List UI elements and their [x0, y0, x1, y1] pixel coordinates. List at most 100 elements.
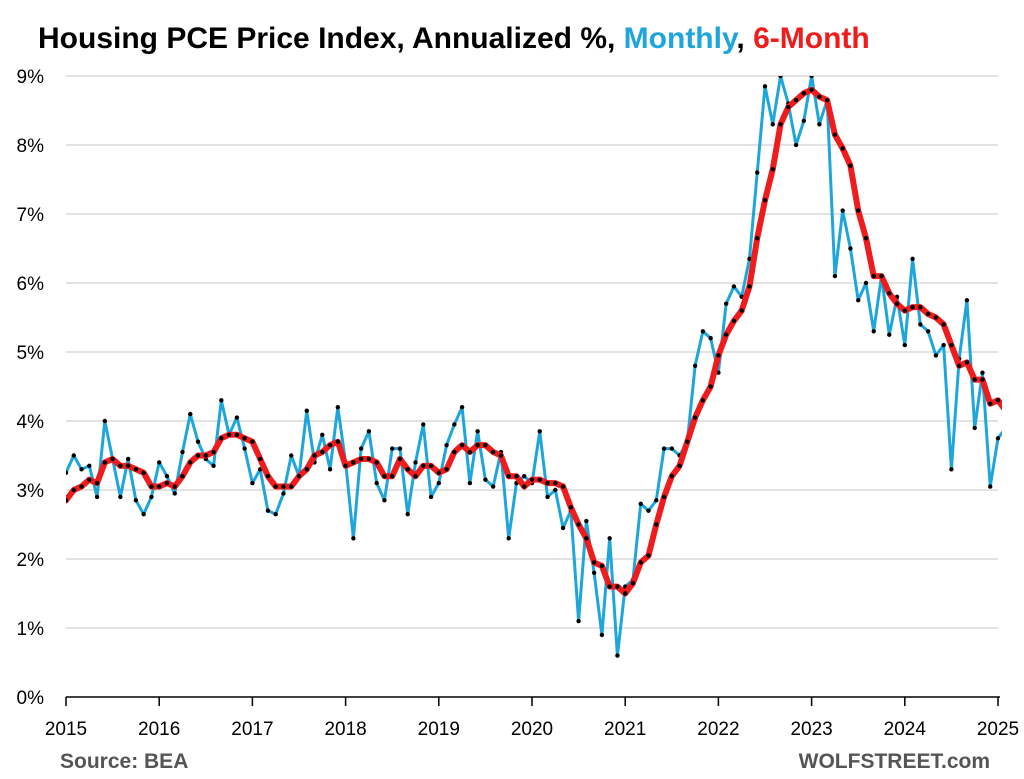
data-point-six-month — [545, 480, 550, 486]
data-point-six-month — [584, 536, 589, 541]
data-point-six-month — [436, 470, 441, 475]
data-point-six-month — [421, 463, 426, 469]
data-point-monthly — [871, 329, 876, 334]
data-point-monthly — [413, 460, 418, 465]
x-tick-label: 2025 — [977, 719, 1019, 740]
data-point-six-month — [211, 449, 216, 455]
data-point-monthly — [925, 329, 931, 334]
data-point-six-month — [79, 484, 84, 489]
data-point-monthly — [304, 408, 309, 413]
data-point-six-month — [475, 442, 480, 448]
data-point-monthly — [1004, 426, 1008, 430]
x-tick-label: 2016 — [138, 719, 180, 740]
data-point-monthly — [125, 456, 131, 462]
data-point-six-month — [755, 235, 760, 241]
data-point-six-month — [964, 360, 970, 365]
data-point-monthly — [941, 342, 946, 348]
data-point-monthly — [902, 342, 907, 348]
data-point-six-month — [646, 553, 651, 558]
data-point-monthly — [856, 298, 861, 303]
data-point-six-month — [669, 474, 674, 479]
x-tick-label: 2024 — [884, 719, 927, 740]
data-point-six-month — [615, 584, 620, 589]
data-point-six-month — [180, 474, 185, 479]
data-point-monthly — [584, 518, 589, 524]
x-tick-label: 2015 — [45, 719, 87, 740]
chart-title-six-month: 6-Month — [753, 22, 870, 55]
data-point-six-month — [87, 477, 92, 482]
data-point-six-month — [172, 484, 177, 489]
data-point-monthly — [560, 525, 566, 531]
data-point-six-month — [281, 484, 286, 489]
axes: 0% 1% 2% 3% 4% 5% 6% 7% 8% 9% 2015 2016 2017 2018 2019… — [17, 67, 1020, 740]
data-point-six-month — [980, 377, 985, 382]
y-tick-label: 7% — [17, 205, 45, 226]
data-point-six-month — [483, 442, 488, 448]
data-point-monthly — [537, 429, 542, 434]
data-point-six-month — [956, 363, 962, 368]
data-point-monthly — [358, 446, 364, 451]
y-tick-label: 4% — [17, 412, 45, 433]
data-point-monthly — [545, 494, 550, 500]
data-point-six-month — [933, 315, 939, 320]
data-point-monthly — [242, 446, 247, 451]
series-monthly — [66, 76, 1008, 658]
x-tick-label: 2023 — [790, 719, 832, 740]
data-point-six-month — [312, 453, 317, 458]
data-point-six-month — [343, 463, 348, 469]
chart-title-monthly: Monthly — [624, 22, 739, 55]
data-point-six-month — [452, 449, 457, 455]
data-point-monthly — [421, 422, 426, 427]
data-point-monthly — [848, 246, 853, 251]
data-point-monthly — [591, 570, 597, 575]
data-point-six-month — [242, 436, 247, 441]
series-layer — [66, 76, 1015, 658]
data-point-six-month — [560, 484, 566, 489]
data-point-monthly — [731, 284, 737, 289]
data-point-monthly — [522, 474, 527, 479]
data-point-monthly — [700, 329, 706, 334]
data-point-monthly — [335, 405, 341, 410]
data-point-six-month — [374, 460, 379, 465]
data-point-monthly — [607, 536, 612, 541]
data-point-six-month — [630, 580, 636, 586]
data-point-six-month — [265, 474, 271, 479]
data-point-monthly — [467, 480, 473, 486]
data-point-six-month — [358, 456, 364, 462]
x-tick-label: 2019 — [418, 719, 460, 740]
data-point-six-month — [250, 439, 255, 444]
data-point-six-month — [94, 480, 100, 486]
data-point-six-month — [553, 480, 558, 486]
data-point-six-month — [320, 449, 325, 455]
data-point-monthly — [654, 498, 659, 503]
data-point-monthly — [459, 405, 465, 410]
data-point-six-month — [397, 456, 403, 462]
data-point-monthly — [553, 487, 558, 493]
chart-title-prefix: Housing PCE Price Index, Annualized %, — [38, 22, 624, 55]
data-point-six-month — [739, 308, 744, 313]
data-point-monthly — [638, 501, 643, 506]
data-point-six-month — [809, 87, 814, 93]
data-point-six-month — [591, 560, 597, 565]
data-point-six-month — [995, 398, 1001, 403]
y-tick-label: 5% — [17, 343, 45, 364]
data-point-six-month — [770, 166, 775, 172]
data-point-monthly — [918, 322, 923, 327]
data-point-six-month — [188, 460, 193, 465]
data-point-monthly — [840, 208, 845, 213]
data-point-six-month — [723, 332, 729, 337]
y-tick-label: 8% — [17, 136, 45, 157]
data-point-six-month — [413, 474, 418, 479]
data-point-monthly — [964, 298, 970, 303]
data-point-six-month — [66, 498, 69, 503]
y-tick-label: 1% — [17, 619, 45, 640]
data-point-six-month — [366, 456, 372, 462]
data-point-six-month — [638, 560, 643, 565]
data-point-monthly — [102, 418, 108, 424]
data-point-six-month — [879, 273, 884, 279]
data-point-monthly — [289, 453, 294, 458]
data-point-six-month — [529, 477, 535, 482]
data-point-six-month — [1011, 433, 1015, 437]
data-point-six-month — [157, 484, 162, 489]
data-point-six-month — [335, 439, 341, 444]
